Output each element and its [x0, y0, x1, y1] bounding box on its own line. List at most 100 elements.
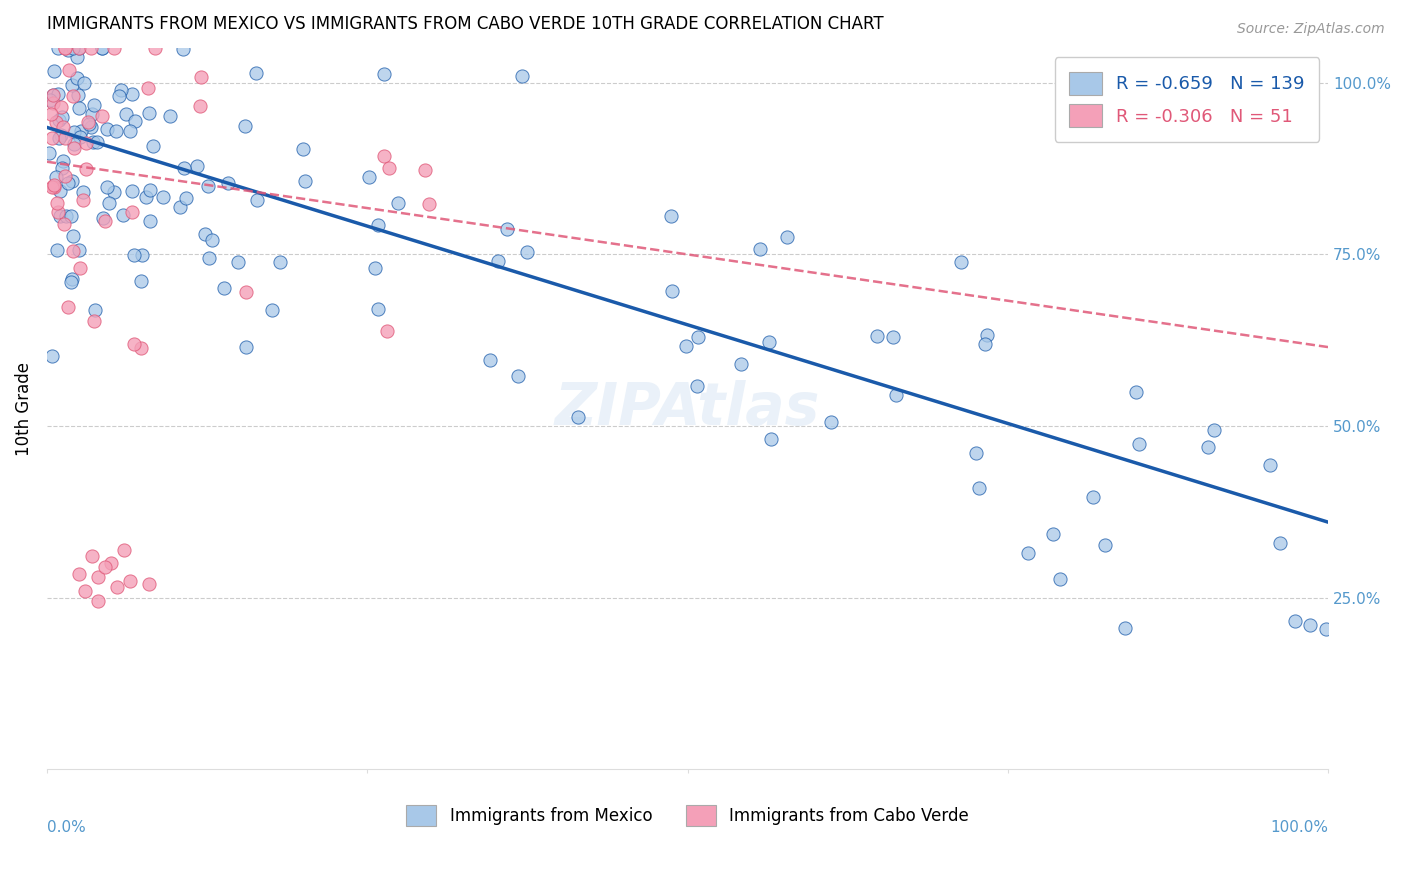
- Point: [1315, 622, 1337, 636]
- Point: [63, 140, 86, 154]
- Point: [138, 183, 160, 197]
- Point: [1128, 437, 1150, 451]
- Point: [235, 285, 257, 299]
- Point: [52, 120, 75, 134]
- Point: [46, 41, 69, 55]
- Point: [87, 594, 110, 608]
- Point: [62, 41, 84, 55]
- Point: [77, 117, 100, 131]
- Point: [413, 163, 436, 178]
- Point: [56, 176, 79, 190]
- Point: [112, 542, 135, 557]
- Point: [62, 137, 84, 152]
- Point: [66, 49, 89, 63]
- Point: [96, 180, 118, 194]
- Point: [114, 107, 136, 121]
- Point: [373, 67, 395, 81]
- Text: 0.0%: 0.0%: [46, 820, 86, 835]
- Point: [45, 169, 67, 184]
- Point: [235, 340, 257, 354]
- Point: [75, 583, 97, 598]
- Point: [41, 130, 63, 145]
- Point: [1049, 572, 1071, 586]
- Point: [122, 248, 145, 262]
- Point: [87, 570, 110, 584]
- Point: [42, 64, 65, 78]
- Point: [51, 110, 73, 124]
- Point: [357, 170, 380, 185]
- Point: [291, 142, 314, 156]
- Point: [45, 114, 67, 128]
- Point: [262, 303, 284, 318]
- Point: [120, 124, 142, 138]
- Point: [139, 214, 162, 228]
- Point: [63, 125, 86, 139]
- Point: [51, 100, 73, 114]
- Point: [418, 197, 440, 211]
- Point: [186, 159, 208, 173]
- Point: [53, 169, 76, 183]
- Point: [59, 209, 82, 223]
- Point: [1268, 535, 1291, 549]
- Point: [479, 352, 502, 367]
- Point: [152, 190, 174, 204]
- Point: [197, 179, 219, 194]
- Point: [67, 41, 90, 55]
- Point: [214, 281, 236, 295]
- Point: [294, 174, 316, 188]
- Point: [1197, 440, 1219, 454]
- Point: [62, 88, 84, 103]
- Point: [69, 123, 91, 137]
- Point: [194, 227, 217, 241]
- Point: [62, 244, 84, 258]
- Point: [1114, 621, 1136, 635]
- Point: [496, 222, 519, 236]
- Point: [135, 189, 157, 203]
- Point: [105, 581, 128, 595]
- Point: [748, 242, 770, 256]
- Point: [121, 184, 143, 198]
- Text: IMMIGRANTS FROM MEXICO VS IMMIGRANTS FROM CABO VERDE 10TH GRADE CORRELATION CHAR: IMMIGRANTS FROM MEXICO VS IMMIGRANTS FRO…: [46, 15, 883, 33]
- Point: [46, 196, 69, 211]
- Point: [373, 149, 395, 163]
- Point: [172, 41, 194, 55]
- Point: [46, 87, 69, 101]
- Point: [75, 162, 97, 177]
- Point: [83, 314, 105, 328]
- Point: [198, 252, 221, 266]
- Point: [80, 120, 103, 134]
- Point: [110, 83, 132, 97]
- Point: [79, 41, 101, 55]
- Point: [59, 275, 82, 289]
- Point: [510, 70, 533, 84]
- Point: [758, 335, 780, 350]
- Point: [93, 559, 115, 574]
- Point: [72, 185, 94, 199]
- Point: [375, 324, 398, 338]
- Point: [387, 196, 409, 211]
- Point: [201, 233, 224, 247]
- Point: [66, 88, 89, 103]
- Point: [882, 330, 904, 344]
- Point: [143, 41, 166, 55]
- Point: [45, 243, 67, 257]
- Point: [174, 191, 197, 205]
- Point: [96, 121, 118, 136]
- Point: [42, 87, 65, 102]
- Point: [41, 95, 63, 110]
- Point: [124, 113, 146, 128]
- Point: [93, 211, 115, 226]
- Point: [965, 445, 987, 459]
- Point: [120, 574, 142, 588]
- Point: [866, 328, 889, 343]
- Point: [269, 254, 291, 268]
- Point: [67, 41, 90, 55]
- Y-axis label: 10th Grade: 10th Grade: [15, 362, 32, 456]
- Point: [69, 261, 91, 276]
- Point: [67, 243, 90, 257]
- Point: [49, 128, 72, 143]
- Point: [90, 41, 112, 55]
- Point: [124, 337, 146, 351]
- Point: [367, 301, 389, 316]
- Point: [173, 161, 195, 176]
